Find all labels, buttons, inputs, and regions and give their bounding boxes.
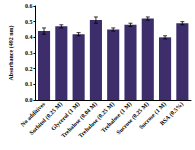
svg-text:0.3: 0.3 xyxy=(25,50,33,56)
svg-text:Glycerol (1 M): Glycerol (1 M) xyxy=(50,100,81,132)
svg-text:0.4: 0.4 xyxy=(25,34,33,40)
svg-text:Trehalose (1 M): Trehalose (1 M) xyxy=(99,100,133,134)
svg-text:0.2: 0.2 xyxy=(25,66,33,72)
svg-text:0.5: 0.5 xyxy=(25,19,33,25)
svg-text:Trehalose (0.25 M): Trehalose (0.25 M) xyxy=(77,100,116,139)
svg-text:0.1: 0.1 xyxy=(25,81,33,87)
svg-text:Trehalose (0.04 M): Trehalose (0.04 M) xyxy=(60,100,98,139)
svg-text:Sorbitol (0.25 M): Sorbitol (0.25 M) xyxy=(28,100,64,136)
svg-text:0.6: 0.6 xyxy=(25,3,33,9)
svg-text:Absorbance (492 nm): Absorbance (492 nm) xyxy=(8,25,15,80)
svg-text:BSA (0.5%): BSA (0.5%) xyxy=(159,101,185,127)
svg-text:0.0: 0.0 xyxy=(25,97,33,103)
svg-text:No additives: No additives xyxy=(19,100,47,128)
svg-text:Sucrose (0.25 M): Sucrose (0.25 M) xyxy=(115,100,150,136)
svg-text:Sucrose (1 M): Sucrose (1 M) xyxy=(138,101,168,131)
